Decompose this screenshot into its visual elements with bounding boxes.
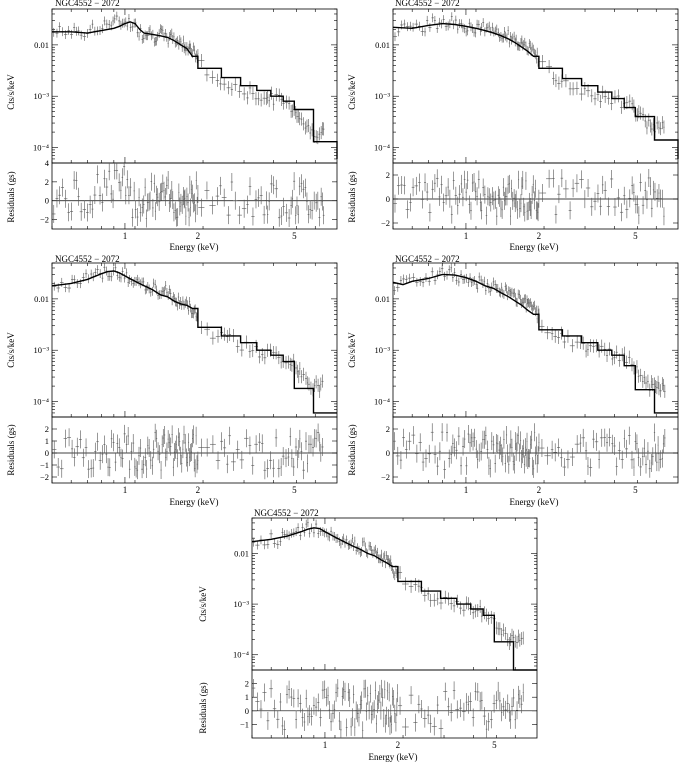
panel-3-title: NGC4552 − 2072 [55, 254, 120, 264]
panel-3-ytick-label: 10⁻³ [33, 345, 49, 355]
panel-1-rtick-label: 2 [45, 177, 49, 187]
panel-5-xtick-label: 1 [323, 740, 328, 750]
panel-5-xtick-label: 2 [396, 740, 401, 750]
panel-4-xtick-label: 2 [537, 485, 542, 495]
panel-4-xlabel: Energy (keV) [509, 497, 558, 507]
panel-1-rtick-label: 0 [45, 196, 49, 206]
panel-2-xtick-label: 2 [537, 231, 542, 241]
panel-4-ytick-label: 10⁻⁴ [374, 397, 390, 407]
panel-4-rtick-label: −2 [381, 472, 390, 482]
panel-1-ylabel-bottom: Residuals (gs) [6, 171, 16, 222]
panel-5-rtick-label: 2 [245, 679, 249, 689]
panel-2-ylabel-bottom: Residuals (gs) [347, 171, 357, 222]
panel-3-xtick-label: 5 [292, 485, 297, 495]
panel-3-model-line [51, 270, 337, 414]
panel-3-xtick-label: 1 [123, 485, 128, 495]
panel-5-rtick-label: 0 [245, 706, 249, 716]
panel-5-ytick-label: 10⁻⁴ [233, 650, 249, 660]
panel-3-rtick-label: −2 [40, 472, 49, 482]
panel-5-xtick-label: 5 [492, 740, 497, 750]
panel-1-xtick-label: 5 [292, 231, 297, 241]
panel-4-ytick-label: 10⁻³ [374, 345, 390, 355]
panel-5-xlabel: Energy (keV) [368, 752, 417, 762]
panel-5-rtick-label: 1 [245, 692, 249, 702]
panel-3-rtick-label: −1 [40, 460, 49, 470]
panel-1-rtick-label: 4 [45, 158, 50, 168]
panel-1-title: NGC4552 − 2072 [55, 0, 120, 8]
panel-2: NGC4552 − 2072 Cts/s/keV Residuals (gs) … [347, 0, 679, 252]
panel-3-residual-frame [51, 416, 338, 484]
panel-3: NGC4552 − 2072 Cts/s/keV Residuals (gs) … [6, 254, 338, 507]
panel-3-rtick-label: 2 [45, 424, 49, 434]
panel-4-ytick-label: 0.01 [375, 294, 390, 304]
panel-3-rtick-label: 1 [45, 436, 49, 446]
panel-4-rtick-label: 0 [386, 448, 390, 458]
panel-3-xlabel: Energy (keV) [169, 497, 218, 507]
panel-2-ytick-label: 10⁻³ [374, 91, 390, 101]
panel-4: NGC4552 − 2072 Cts/s/keV Residuals (gs) … [347, 254, 679, 507]
panel-2-xtick-label: 5 [633, 231, 638, 241]
panel-5-model-line [251, 527, 537, 671]
panel-2-xtick-label: 1 [464, 231, 469, 241]
panel-4-xtick-label: 1 [464, 485, 469, 495]
panel-1-ytick-label: 10⁻⁴ [33, 143, 49, 153]
panel-5-rtick-label: −1 [240, 719, 249, 729]
panel-2-model-line [392, 22, 679, 159]
panel-4-model-line [392, 273, 678, 414]
panel-4-residual-frame [392, 416, 679, 484]
panel-5-ytick-label: 10⁻³ [233, 599, 249, 609]
panel-1: NGC4552 − 2072 Cts/s/keV Residuals (gs) … [6, 0, 338, 252]
panel-2-ytick-label: 0.01 [375, 40, 390, 50]
panel-4-xtick-label: 5 [633, 485, 638, 495]
panel-1-model-line [52, 21, 338, 159]
panel-1-xlabel: Energy (keV) [169, 242, 218, 252]
panel-3-spectrum-frame [51, 262, 338, 418]
panel-4-ylabel-bottom: Residuals (gs) [347, 424, 357, 475]
panel-2-rtick-label: 0 [386, 194, 390, 204]
panel-3-xtick-label: 2 [196, 485, 201, 495]
panel-5: NGC4552 − 2072 Cts/s/keV Residuals (gs) … [198, 508, 538, 762]
panel-4-title: NGC4552 − 2072 [395, 254, 460, 264]
panel-2-spectrum-frame [392, 8, 679, 164]
panel-1-ylabel-top: Cts/s/keV [6, 74, 16, 110]
panel-2-rtick-label: −2 [381, 218, 390, 228]
panel-1-ytick-label: 10⁻³ [33, 91, 49, 101]
panel-2-xlabel: Energy (keV) [509, 242, 558, 252]
panel-3-ytick-label: 10⁻⁴ [33, 397, 49, 407]
panel-3-ytick-label: 0.01 [34, 294, 49, 304]
panel-2-residual-frame [392, 162, 679, 230]
panel-2-ylabel-top: Cts/s/keV [347, 74, 357, 110]
panel-5-ylabel-top: Cts/s/keV [198, 586, 208, 622]
panel-3-ylabel-top: Cts/s/keV [6, 332, 16, 368]
panel-2-rtick-label: 2 [386, 170, 390, 180]
panel-1-rtick-label: −2 [40, 215, 49, 225]
panel-5-ylabel-bottom: Residuals (gs) [198, 682, 208, 733]
panel-5-residual-frame [251, 669, 538, 739]
panel-2-ytick-label: 10⁻⁴ [374, 143, 390, 153]
panel-4-ylabel-top: Cts/s/keV [347, 332, 357, 368]
panel-4-spectrum-frame [392, 262, 679, 418]
panel-1-residual-frame [51, 162, 338, 230]
panel-5-title: NGC4552 − 2072 [254, 508, 319, 518]
panel-5-spectrum-frame [251, 517, 538, 671]
panel-2-title: NGC4552 − 2072 [395, 0, 460, 8]
panel-3-rtick-label: 0 [45, 448, 49, 458]
panel-1-ytick-label: 0.01 [34, 40, 49, 50]
panel-1-xtick-label: 1 [123, 231, 128, 241]
panel-5-ytick-label: 0.01 [234, 548, 249, 558]
panel-3-ylabel-bottom: Residuals (gs) [6, 424, 16, 475]
panel-4-rtick-label: 2 [386, 424, 390, 434]
panel-1-xtick-label: 2 [196, 231, 201, 241]
